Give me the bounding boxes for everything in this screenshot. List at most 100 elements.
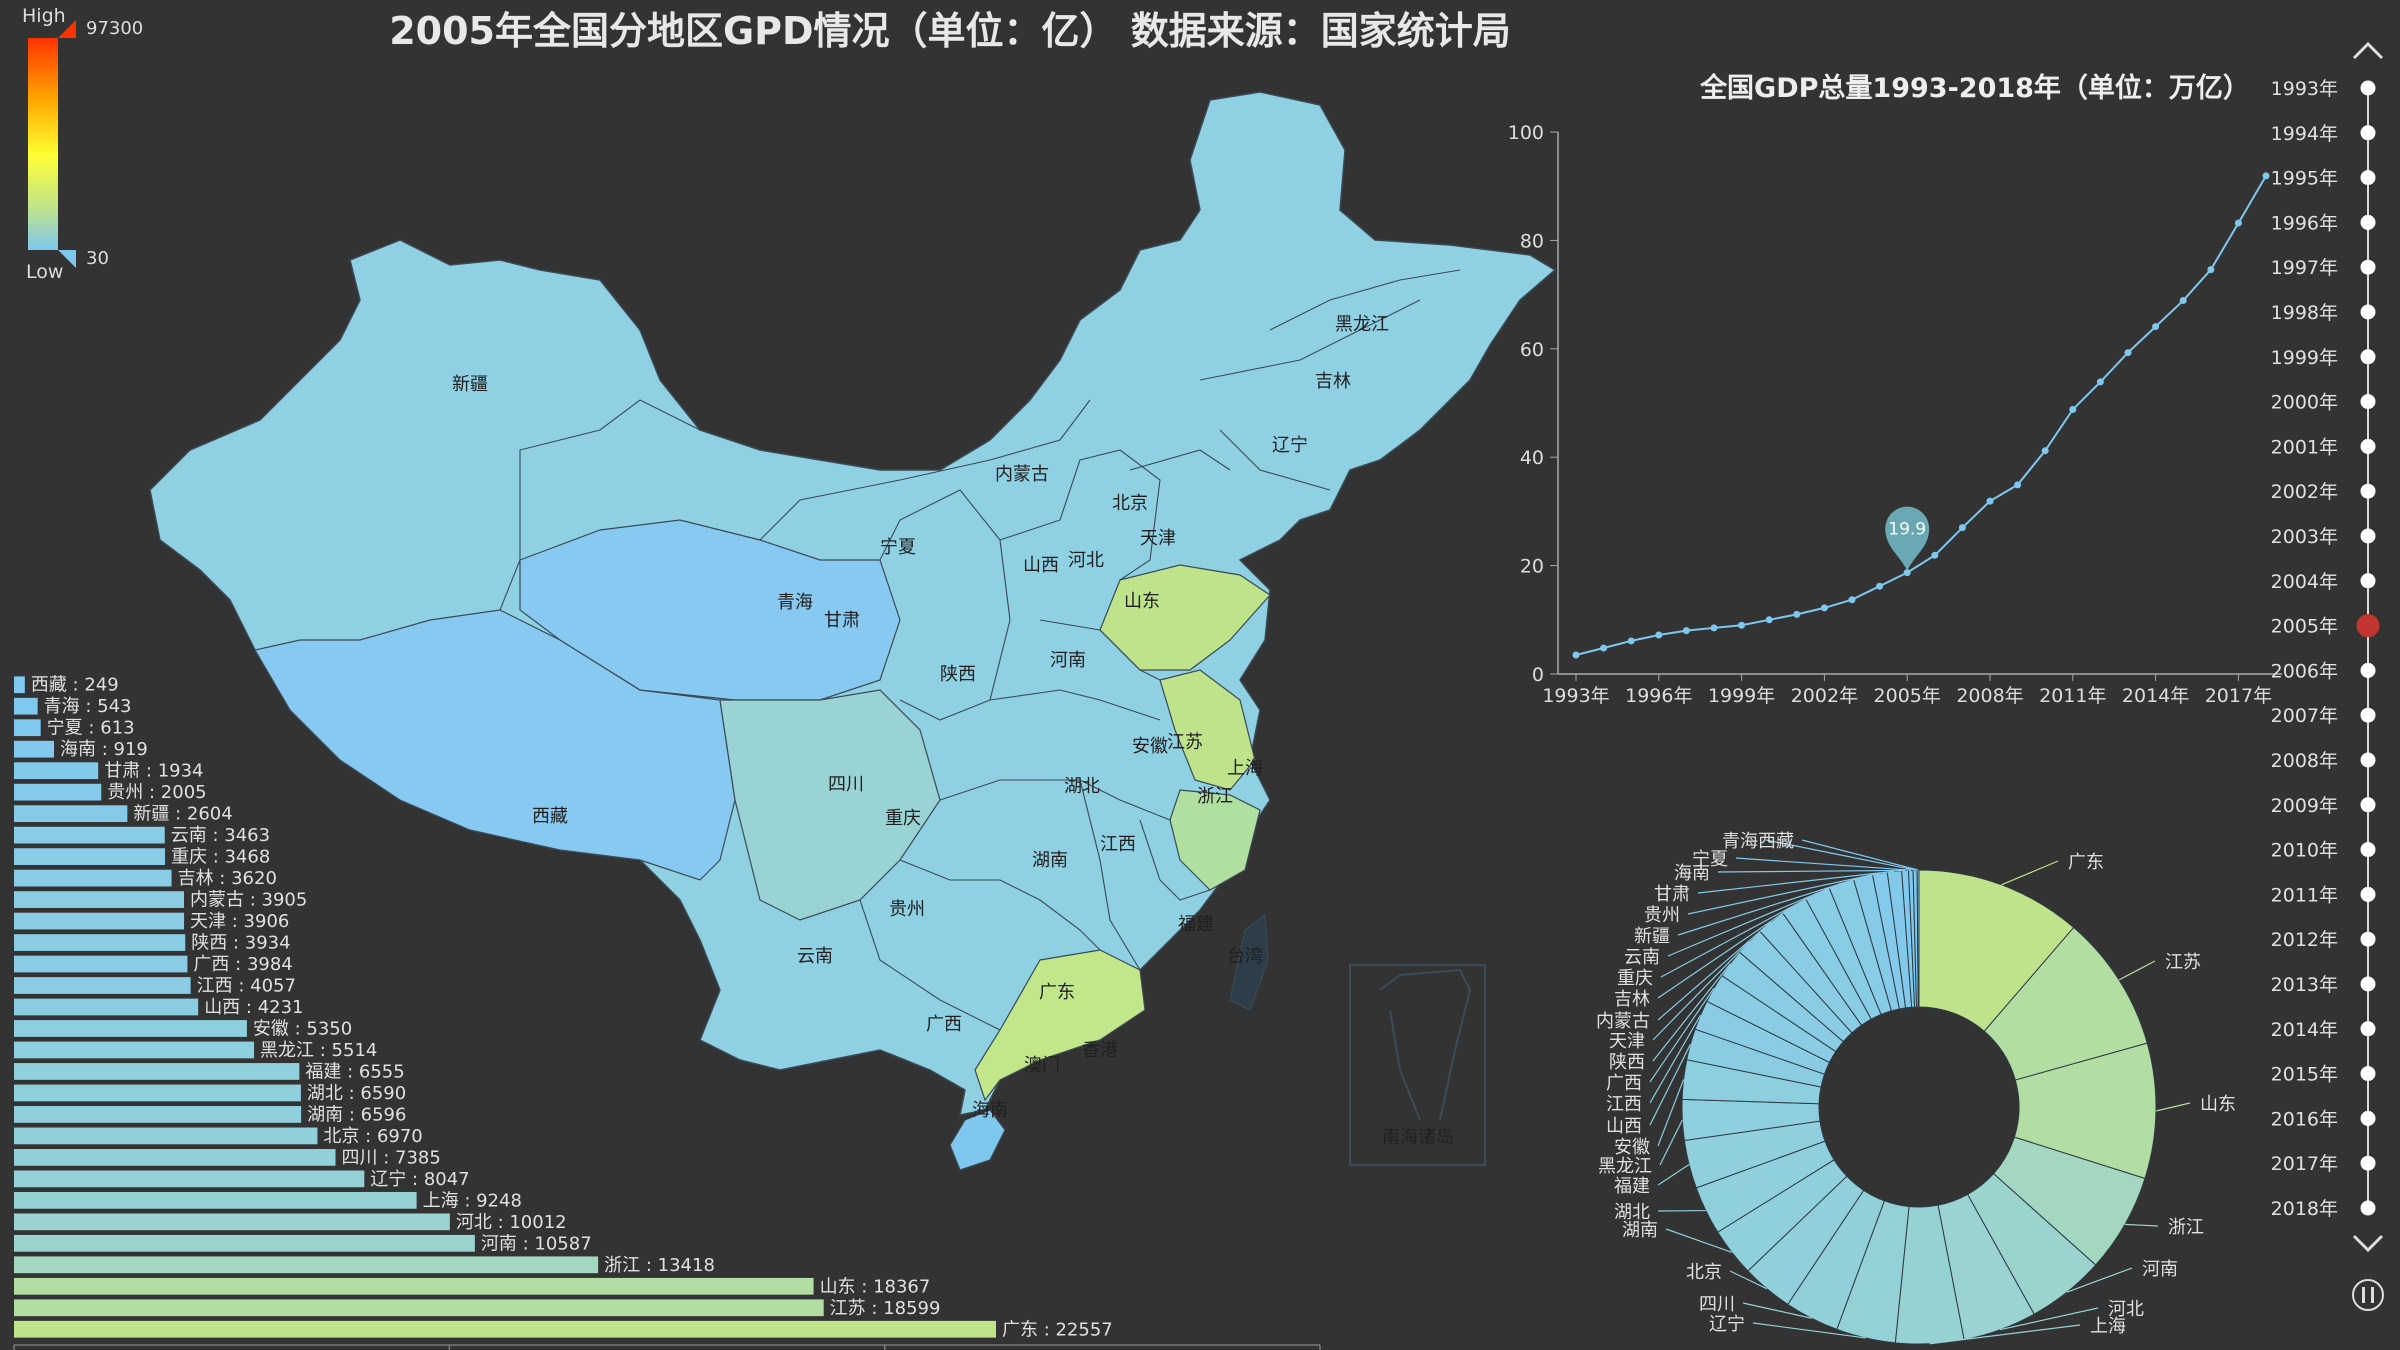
visual-map-max-handle[interactable] xyxy=(58,20,76,38)
chevron-up-icon[interactable] xyxy=(2352,41,2384,60)
region-zhejiang xyxy=(1169,789,1261,891)
timeline-dot[interactable] xyxy=(2360,349,2376,365)
timeline-dot[interactable] xyxy=(2360,214,2376,230)
pie-leader-line xyxy=(1649,1044,1691,1126)
timeline-year-label[interactable]: 2006年 xyxy=(2271,660,2338,682)
timeline-year-label[interactable]: 2012年 xyxy=(2271,929,2338,951)
timeline-year-label[interactable]: 2000年 xyxy=(2271,392,2338,414)
bar xyxy=(14,955,188,973)
timeline-year-label[interactable]: 2008年 xyxy=(2271,750,2338,772)
timeline-year-label[interactable]: 1996年 xyxy=(2271,212,2338,234)
timeline-dot[interactable] xyxy=(2360,528,2376,544)
visual-map[interactable]: High 97300 30 Low xyxy=(22,5,143,283)
visual-map-min-handle[interactable] xyxy=(58,250,76,268)
line-point xyxy=(2234,219,2242,227)
timeline-year-label[interactable]: 2016年 xyxy=(2271,1108,2338,1130)
timeline-year-label[interactable]: 1998年 xyxy=(2271,302,2338,324)
bar xyxy=(14,1299,824,1317)
timeline-dot[interactable] xyxy=(2360,1066,2376,1082)
timeline-current-dot[interactable] xyxy=(2356,614,2380,638)
timeline-dot[interactable] xyxy=(2360,1110,2376,1126)
timeline-dot[interactable] xyxy=(2360,438,2376,454)
bar xyxy=(14,740,55,758)
timeline-dot[interactable] xyxy=(2360,707,2376,723)
timeline-items[interactable]: 1993年 1994年 1995年 1996年 1997年 1998年 1999年 2000年… xyxy=(2271,78,2380,1220)
timeline-year-label[interactable]: 2015年 xyxy=(2271,1064,2338,1086)
timeline-dot[interactable] xyxy=(2360,125,2376,141)
bar-label: 吉林 : 3620 xyxy=(178,868,277,889)
pie-leader-line xyxy=(1657,1079,1685,1147)
timeline-dot[interactable] xyxy=(2360,662,2376,678)
bar xyxy=(14,676,25,694)
timeline-year-label[interactable]: 2003年 xyxy=(2271,526,2338,548)
pie-label: 山西 xyxy=(1606,1116,1642,1137)
timeline-year-label[interactable]: 2017年 xyxy=(2271,1153,2338,1175)
timeline-year-label[interactable]: 1997年 xyxy=(2271,257,2338,279)
bar xyxy=(14,934,186,951)
timeline-dot[interactable] xyxy=(2360,170,2376,186)
timeline-year-label[interactable]: 2009年 xyxy=(2271,795,2338,817)
pie-label: 辽宁 xyxy=(1709,1314,1745,1335)
timeline-dot[interactable] xyxy=(2360,259,2376,275)
timeline-year-label[interactable]: 1995年 xyxy=(2271,168,2338,190)
chevron-down-icon[interactable] xyxy=(2352,1234,2384,1253)
timeline-year-label[interactable]: 2013年 xyxy=(2271,974,2338,996)
timeline-dot[interactable] xyxy=(2360,483,2376,499)
timeline-dot[interactable] xyxy=(2360,797,2376,813)
timeline-year-label[interactable]: 2018年 xyxy=(2271,1198,2338,1220)
timeline-year-label[interactable]: 1993年 xyxy=(2271,78,2338,100)
visual-map-gradient[interactable] xyxy=(28,38,58,250)
bar-label: 海南 : 919 xyxy=(60,739,148,760)
pie-label: 上海 xyxy=(2090,1316,2126,1337)
bar-x-ticks xyxy=(13,1345,1321,1350)
bar-label: 黑龙江 : 5514 xyxy=(260,1040,377,1061)
pie-label: 宁夏 xyxy=(1692,849,1728,870)
bar xyxy=(14,891,184,908)
timeline-year-label[interactable]: 2004年 xyxy=(2271,571,2338,593)
timeline-dot[interactable] xyxy=(2360,1200,2376,1216)
timeline-dot[interactable] xyxy=(2360,886,2376,902)
timeline-year-label[interactable]: 2001年 xyxy=(2271,436,2338,458)
line-point xyxy=(1627,637,1635,645)
line-points xyxy=(1572,172,2270,659)
map-label: 云南 xyxy=(797,946,833,967)
pie-leader-line xyxy=(1649,1014,1702,1104)
timeline-year-label[interactable]: 2002年 xyxy=(2271,481,2338,503)
pie-label: 河南 xyxy=(2142,1259,2178,1280)
timeline-year-label[interactable]: 2007年 xyxy=(2271,705,2338,727)
line-point xyxy=(1710,624,1718,632)
timeline-year-label[interactable]: 1994年 xyxy=(2271,123,2338,145)
bar xyxy=(14,1320,996,1338)
timeline[interactable]: 1993年 1994年 1995年 1996年 1997年 1998年 1999年 2000年… xyxy=(2271,41,2384,1311)
timeline-dot[interactable] xyxy=(2360,1021,2376,1037)
map-label: 西藏 xyxy=(532,806,568,827)
line-highlight-marker: 19.9 xyxy=(1885,506,1930,571)
line-point xyxy=(1986,497,1994,505)
timeline-dot[interactable] xyxy=(2360,931,2376,947)
highlight-pin xyxy=(1885,506,1930,571)
pause-icon[interactable] xyxy=(2352,1279,2384,1311)
line-point xyxy=(2014,481,2022,489)
timeline-dot[interactable] xyxy=(2360,842,2376,858)
line-point xyxy=(2096,378,2104,386)
timeline-year-label[interactable]: 2010年 xyxy=(2271,840,2338,862)
timeline-dot[interactable] xyxy=(2360,394,2376,410)
bar xyxy=(14,869,172,887)
bar xyxy=(14,1149,336,1166)
timeline-year-label[interactable]: 1999年 xyxy=(2271,347,2338,369)
timeline-dot[interactable] xyxy=(2360,80,2376,96)
timeline-dot[interactable] xyxy=(2360,976,2376,992)
timeline-year-label[interactable]: 2014年 xyxy=(2271,1019,2338,1041)
timeline-dot[interactable] xyxy=(2360,573,2376,589)
timeline-year-label[interactable]: 2011年 xyxy=(2271,884,2338,906)
map-label: 四川 xyxy=(828,774,864,795)
timeline-dot[interactable] xyxy=(2360,304,2376,320)
bar xyxy=(14,1277,814,1295)
timeline-dot[interactable] xyxy=(2360,752,2376,768)
timeline-dot[interactable] xyxy=(2360,1155,2376,1171)
bar-label: 安徽 : 5350 xyxy=(253,1018,352,1039)
timeline-year-label[interactable]: 2005年 xyxy=(2271,616,2338,638)
line-point xyxy=(2262,172,2270,180)
